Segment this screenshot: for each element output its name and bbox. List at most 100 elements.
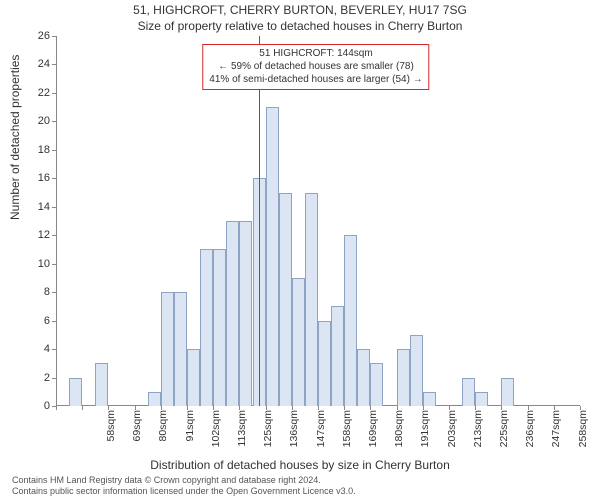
x-tick-label: 169sqm [367, 408, 379, 460]
y-tick-label: 14 [26, 201, 50, 213]
histogram-bar [370, 363, 383, 406]
y-tick-label: 0 [26, 400, 50, 412]
histogram-bar [318, 321, 331, 406]
y-tick-label: 20 [26, 115, 50, 127]
y-tick-mark [52, 36, 56, 37]
x-tick-label: 102sqm [210, 408, 222, 460]
x-tick-mark [161, 406, 162, 410]
annotation-line2: ← 59% of detached houses are smaller (78… [209, 61, 422, 74]
x-tick-mark [580, 406, 581, 410]
y-tick-label: 10 [26, 258, 50, 270]
x-tick-mark [187, 406, 188, 410]
histogram-bar [357, 349, 370, 406]
histogram-bar [423, 392, 436, 406]
y-tick-mark [52, 321, 56, 322]
x-tick-mark [318, 406, 319, 410]
x-tick-mark [82, 406, 83, 410]
histogram-bar [344, 235, 357, 406]
y-tick-label: 4 [26, 343, 50, 355]
y-tick-mark [52, 235, 56, 236]
y-tick-mark [52, 207, 56, 208]
chart-title-line1: 51, HIGHCROFT, CHERRY BURTON, BEVERLEY, … [0, 3, 600, 17]
y-tick-mark [52, 378, 56, 379]
histogram-bar [305, 193, 318, 406]
x-tick-mark [135, 406, 136, 410]
y-axis-label: Number of detached properties [8, 55, 22, 220]
y-tick-label: 26 [26, 30, 50, 42]
x-tick-label: 203sqm [446, 408, 458, 460]
histogram-bar [148, 392, 161, 406]
annotation-line3: 41% of semi-detached houses are larger (… [209, 74, 422, 87]
y-tick-mark [52, 178, 56, 179]
histogram-bar [200, 249, 213, 406]
y-tick-mark [52, 292, 56, 293]
y-tick-label: 18 [26, 144, 50, 156]
x-tick-label: 125sqm [262, 408, 274, 460]
x-axis-label: Distribution of detached houses by size … [0, 458, 600, 472]
footer-line1: Contains HM Land Registry data © Crown c… [12, 475, 356, 486]
x-tick-mark [108, 406, 109, 410]
y-tick-label: 6 [26, 315, 50, 327]
histogram-bar [174, 292, 187, 406]
x-tick-label: 147sqm [315, 408, 327, 460]
x-tick-label: 236sqm [524, 408, 536, 460]
footer-attribution: Contains HM Land Registry data © Crown c… [12, 475, 356, 498]
x-tick-label: 225sqm [498, 408, 510, 460]
x-tick-mark [397, 406, 398, 410]
histogram-bar [410, 335, 423, 406]
histogram-bar [239, 221, 252, 406]
y-tick-mark [52, 93, 56, 94]
y-tick-mark [52, 121, 56, 122]
y-tick-mark [52, 150, 56, 151]
y-tick-label: 2 [26, 372, 50, 384]
histogram-bar [95, 363, 108, 406]
plot-area: 51 HIGHCROFT: 144sqm ← 59% of detached h… [56, 36, 580, 406]
histogram-bar [226, 221, 239, 406]
x-tick-mark [475, 406, 476, 410]
histogram-bar [331, 306, 344, 406]
histogram-bar [187, 349, 200, 406]
y-tick-label: 12 [26, 229, 50, 241]
histogram-bar [279, 193, 292, 406]
y-tick-mark [52, 264, 56, 265]
histogram-bar [292, 278, 305, 406]
x-tick-mark [554, 406, 555, 410]
histogram-bar [397, 349, 410, 406]
x-tick-mark [423, 406, 424, 410]
chart-title-line2: Size of property relative to detached ho… [0, 19, 600, 33]
x-tick-label: 213sqm [472, 408, 484, 460]
y-tick-label: 24 [26, 58, 50, 70]
histogram-bar [462, 378, 475, 406]
x-tick-label: 91sqm [184, 408, 196, 460]
x-tick-label: 158sqm [341, 408, 353, 460]
x-tick-label: 69sqm [131, 408, 143, 460]
histogram-bar [69, 378, 82, 406]
x-tick-mark [528, 406, 529, 410]
x-tick-mark [292, 406, 293, 410]
x-tick-label: 136sqm [288, 408, 300, 460]
x-tick-label: 58sqm [105, 408, 117, 460]
y-tick-label: 16 [26, 172, 50, 184]
x-tick-mark [501, 406, 502, 410]
x-tick-mark [370, 406, 371, 410]
annotation-line1: 51 HIGHCROFT: 144sqm [209, 48, 422, 61]
x-tick-label: 191sqm [419, 408, 431, 460]
histogram-bar [213, 249, 226, 406]
y-tick-label: 8 [26, 286, 50, 298]
x-tick-label: 247sqm [550, 408, 562, 460]
histogram-bar [266, 107, 279, 406]
x-tick-mark [239, 406, 240, 410]
y-tick-mark [52, 64, 56, 65]
x-tick-label: 258sqm [577, 408, 589, 460]
x-tick-mark [344, 406, 345, 410]
annotation-box: 51 HIGHCROFT: 144sqm ← 59% of detached h… [202, 44, 429, 90]
x-tick-mark [449, 406, 450, 410]
histogram-bar [475, 392, 488, 406]
histogram-bar [501, 378, 514, 406]
x-tick-label: 180sqm [393, 408, 405, 460]
y-tick-mark [52, 349, 56, 350]
histogram-bar [161, 292, 174, 406]
x-tick-label: 80sqm [157, 408, 169, 460]
footer-line2: Contains public sector information licen… [12, 486, 356, 497]
y-tick-label: 22 [26, 87, 50, 99]
